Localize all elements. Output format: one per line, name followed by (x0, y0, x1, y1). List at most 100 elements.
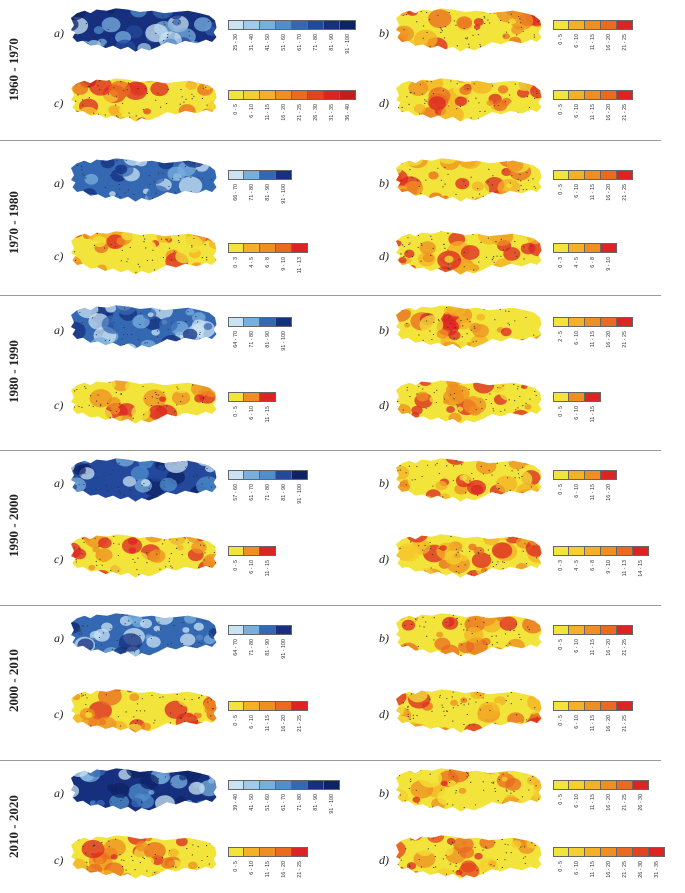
value-patch (419, 315, 444, 335)
station-dot (463, 629, 465, 631)
legend-swatch: 91 - 100 (340, 20, 356, 54)
station-dot (202, 87, 204, 89)
station-dot (183, 343, 186, 345)
value-patch (189, 689, 197, 691)
station-dot (500, 19, 502, 21)
station-dot (527, 179, 530, 181)
station-dot (450, 347, 452, 349)
station-dot (197, 567, 200, 569)
station-dot (79, 311, 81, 314)
legend-class-label: 11 - 15 (589, 331, 596, 348)
station-dot (155, 499, 157, 502)
station-dot (208, 863, 210, 865)
value-patch (419, 240, 436, 254)
station-dot (120, 393, 122, 395)
station-dot (404, 422, 406, 424)
value-patch (535, 689, 542, 693)
value-patch (155, 613, 174, 625)
station-dot (202, 398, 205, 400)
value-patch (396, 315, 397, 321)
station-dot (190, 176, 192, 179)
value-patch (100, 158, 115, 169)
value-patch (77, 106, 99, 122)
station-dot (154, 809, 157, 811)
value-patch (167, 847, 179, 857)
station-dot (119, 725, 122, 727)
legend-swatch: 81 - 90 (324, 20, 340, 51)
legend-swatch: 21 - 25 (617, 780, 633, 811)
station-dot (122, 809, 124, 811)
station-dot (125, 159, 127, 161)
station-dot (92, 495, 95, 497)
station-dot (212, 16, 215, 18)
station-dot (173, 478, 175, 480)
station-dot (474, 327, 476, 329)
value-patch (474, 852, 483, 860)
value-patch (470, 78, 493, 94)
station-dot (214, 562, 217, 564)
value-patch (176, 836, 188, 846)
decade-divider (0, 295, 661, 296)
station-dot (437, 833, 438, 834)
value-patch (105, 305, 117, 313)
legend-swatch: 21 - 25 (617, 90, 633, 121)
station-dot (177, 52, 178, 53)
station-dot (122, 347, 124, 349)
station-dot (182, 621, 184, 624)
value-patch (530, 649, 541, 657)
station-dot (467, 703, 470, 705)
station-dot (445, 202, 446, 203)
value-patch (93, 26, 104, 35)
station-dot (109, 272, 111, 275)
station-dot (418, 185, 420, 188)
value-patch (396, 481, 411, 492)
station-dot (479, 694, 482, 696)
station-dot (455, 790, 457, 792)
station-dot (396, 235, 397, 237)
legend-swatch: 0 - 5 (553, 846, 569, 871)
station-dot (88, 404, 90, 406)
station-dot (540, 162, 542, 164)
station-dot (536, 502, 537, 503)
value-patch (171, 390, 191, 405)
value-patch (202, 697, 217, 716)
station-dot (495, 564, 498, 566)
legend-swatch: 0 - 5 (553, 170, 569, 195)
station-dot (529, 269, 532, 271)
legend-class-label: 11 - 13 (621, 560, 628, 577)
value-patch (396, 189, 411, 201)
station-dot (117, 716, 120, 718)
station-dot (79, 460, 81, 462)
station-dot (449, 863, 451, 865)
station-dot (110, 801, 112, 803)
station-dot (90, 725, 92, 727)
station-dot (527, 415, 530, 417)
legend-class-label: 11 - 15 (589, 406, 596, 423)
station-dot (103, 161, 105, 163)
station-dot (130, 350, 131, 351)
station-dot (191, 346, 194, 348)
station-dot (193, 95, 195, 97)
station-dot (483, 621, 485, 623)
station-dot (115, 391, 117, 393)
station-dot (445, 307, 448, 309)
station-dot (71, 230, 74, 232)
station-dot (142, 29, 144, 31)
station-dot (135, 24, 138, 26)
station-dot (420, 866, 423, 868)
station-dot (438, 320, 440, 322)
value-patch (154, 158, 161, 160)
value-patch (159, 477, 178, 492)
station-dot (445, 621, 447, 624)
legend-swatch: 11 - 15 (260, 392, 276, 422)
station-dot (86, 868, 88, 870)
station-dot (431, 657, 432, 658)
legend-swatch: 91 - 100 (324, 780, 340, 814)
station-dot (75, 83, 77, 85)
value-patch (448, 412, 462, 424)
legend-swatch: 14 - 15 (633, 546, 649, 577)
station-dot (68, 185, 69, 186)
station-dot (115, 104, 117, 106)
station-dot (135, 271, 137, 273)
